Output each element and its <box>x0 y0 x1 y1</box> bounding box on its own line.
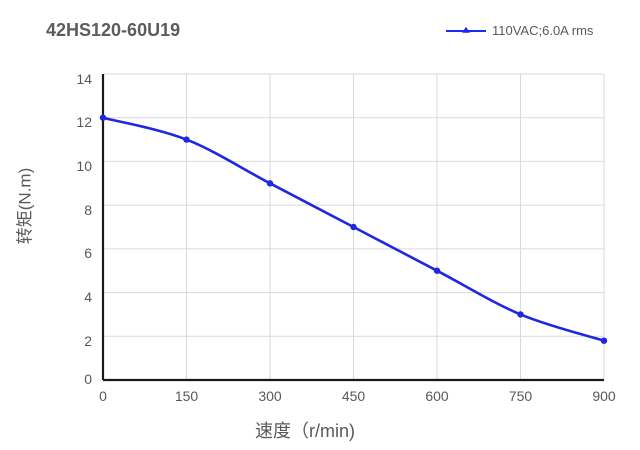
svg-text:0: 0 <box>99 388 107 404</box>
svg-text:12: 12 <box>76 114 92 130</box>
svg-text:600: 600 <box>425 388 449 404</box>
svg-text:900: 900 <box>592 388 616 404</box>
svg-text:300: 300 <box>258 388 282 404</box>
svg-text:0: 0 <box>84 371 92 387</box>
svg-text:2: 2 <box>84 333 92 349</box>
svg-text:750: 750 <box>509 388 533 404</box>
svg-text:14: 14 <box>76 71 92 87</box>
svg-text:150: 150 <box>175 388 199 404</box>
svg-text:10: 10 <box>76 158 92 174</box>
svg-text:8: 8 <box>84 202 92 218</box>
svg-text:6: 6 <box>84 245 92 261</box>
svg-text:4: 4 <box>84 289 92 305</box>
svg-text:450: 450 <box>342 388 366 404</box>
